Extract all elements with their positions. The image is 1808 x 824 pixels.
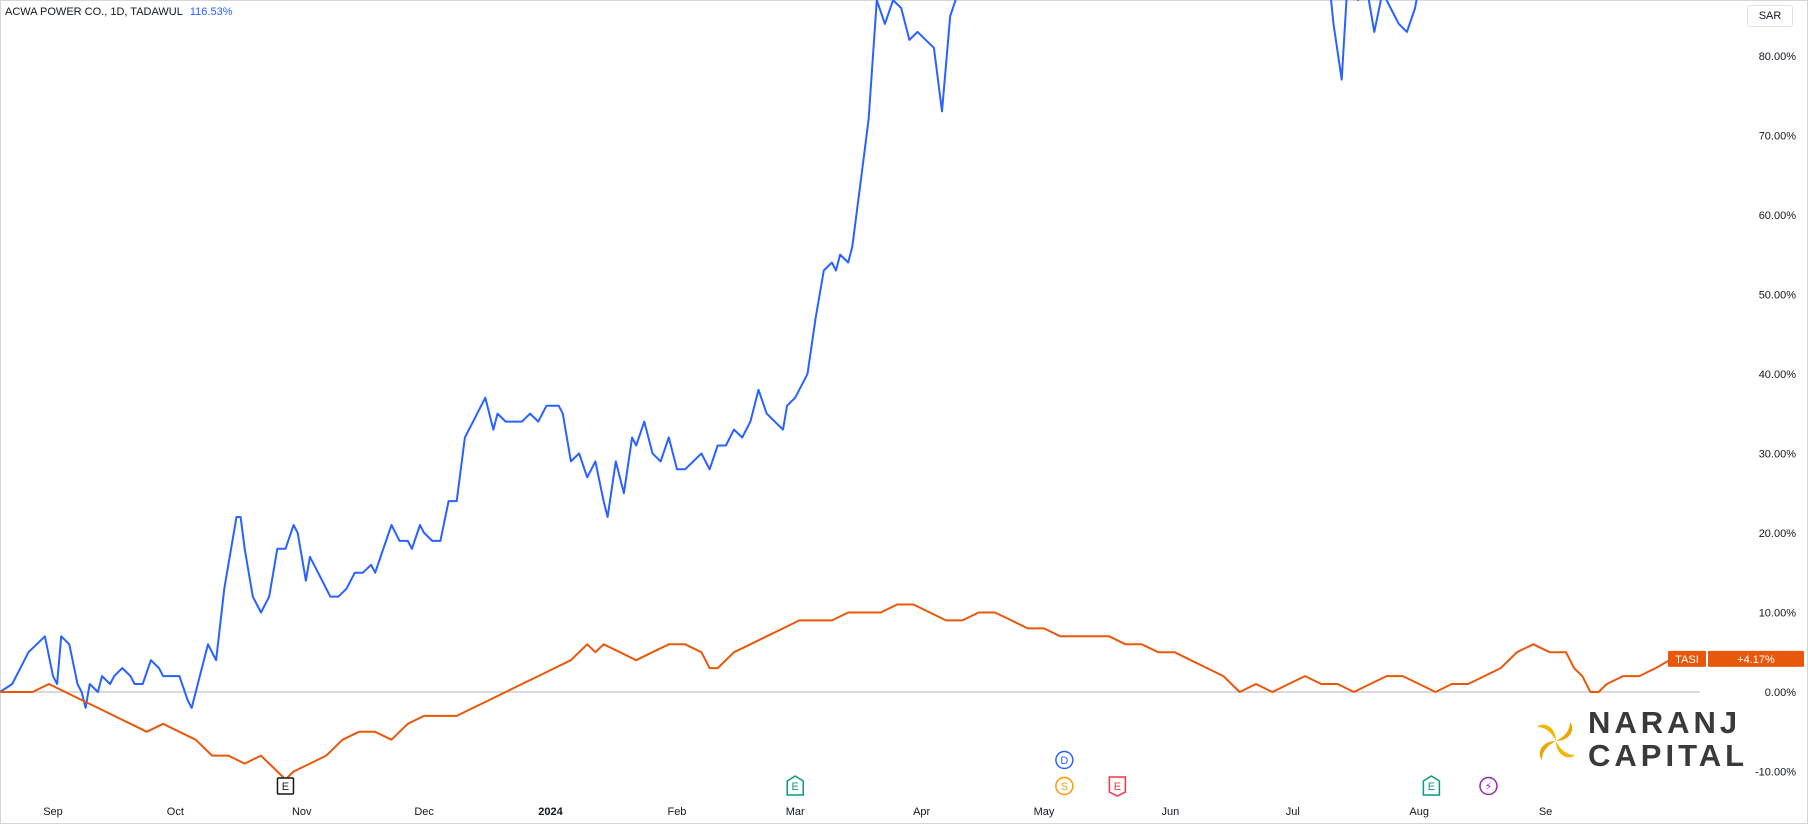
x-tick-label: Se: [1539, 806, 1552, 818]
logo-icon: [1537, 722, 1575, 760]
event-marker-shape: [786, 775, 804, 796]
y-tick-label: 30.00%: [1759, 448, 1797, 460]
x-tick-label: Jul: [1286, 806, 1300, 818]
x-tick-label: Mar: [786, 806, 805, 818]
event-marker-letter: E: [1428, 781, 1435, 793]
event-marker-shape: [1055, 776, 1074, 796]
y-axis[interactable]: 160.00%150.00%140.00%130.00%120.00%110.0…: [1753, 0, 1797, 824]
x-tick-label: 2024: [538, 806, 563, 818]
event-marker-letter: E: [282, 781, 289, 793]
event-marker-letter: D: [1060, 755, 1068, 767]
naranj-capital-logo: NARANJ CAPITAL: [1532, 705, 1744, 775]
y-tick-label: 10.00%: [1759, 607, 1797, 619]
x-tick-label: Sep: [43, 806, 63, 818]
y-tick-label: 80.00%: [1759, 51, 1797, 63]
x-tick-label: Apr: [913, 806, 930, 818]
event-marker-shape: [1422, 775, 1441, 796]
event-marker-split[interactable]: S: [1055, 776, 1074, 796]
price-tag-value: +4.17%: [1737, 654, 1775, 666]
event-marker-letter: E: [1114, 781, 1121, 793]
change-percent: 116.53%: [189, 6, 233, 18]
price-tags: 2082+116.53%TASI+4.17%: [1668, 650, 1804, 667]
x-tick-label: Oct: [167, 806, 184, 818]
price-tag-value-bg: [1708, 650, 1804, 667]
price-tag-tasi: TASI +4.17%: [1668, 650, 1804, 667]
symbol-title[interactable]: ACWA POWER CO., 1D, TADAWUL: [5, 6, 183, 18]
x-tick-label: Dec: [414, 806, 434, 818]
event-marker-shape: [1055, 750, 1074, 770]
event-marker-earnings-negative[interactable]: E: [1108, 776, 1127, 797]
x-tick-label: Jun: [1162, 806, 1180, 818]
price-tag-name-bg: [1668, 650, 1706, 667]
event-marker-shape: [276, 777, 295, 795]
series-line-2082: [0, 0, 1418, 709]
series-layer: [0, 0, 1700, 781]
y-tick-label: 40.00%: [1759, 369, 1797, 381]
event-marker-earnings-past[interactable]: E: [276, 777, 295, 795]
event-marker-shape: [1479, 776, 1498, 796]
currency-button[interactable]: SAR: [1747, 5, 1793, 27]
x-tick-label: May: [1034, 806, 1055, 818]
event-marker-letter: ⚡: [1485, 781, 1493, 793]
y-tick-label: 0.00%: [1765, 687, 1796, 699]
event-marker-earnings[interactable]: E: [786, 775, 804, 796]
price-tag-name: TASI: [1675, 654, 1699, 666]
x-axis[interactable]: Sep Oct Nov Dec 2024 Feb Mar Apr May Jun Jul Aug Se: [43, 806, 1552, 818]
y-tick-label: 20.00%: [1759, 528, 1797, 540]
event-marker-dividend[interactable]: D: [1055, 750, 1074, 770]
y-tick-label: 70.00%: [1759, 130, 1797, 142]
event-marker-shape: [1108, 776, 1127, 797]
y-tick-label: 50.00%: [1759, 289, 1797, 301]
event-marker-earnings[interactable]: E: [1422, 775, 1441, 796]
y-tick-label: -10.00%: [1755, 767, 1796, 779]
x-tick-label: Nov: [292, 806, 312, 818]
y-tick-label: 60.00%: [1759, 210, 1797, 222]
logo-text-line1: NARANJ: [1588, 705, 1742, 740]
event-marker-letter: S: [1061, 781, 1068, 793]
event-markers[interactable]: E E D S E E ⚡: [276, 750, 1498, 797]
chart-header: ACWA POWER CO., 1D, TADAWUL 116.53%: [5, 6, 232, 18]
event-marker-letter: E: [792, 781, 799, 793]
logo-text-line2: CAPITAL: [1588, 738, 1749, 773]
x-tick-label: Aug: [1409, 806, 1429, 818]
event-marker-news[interactable]: ⚡: [1479, 776, 1498, 796]
x-tick-label: Feb: [667, 806, 686, 818]
